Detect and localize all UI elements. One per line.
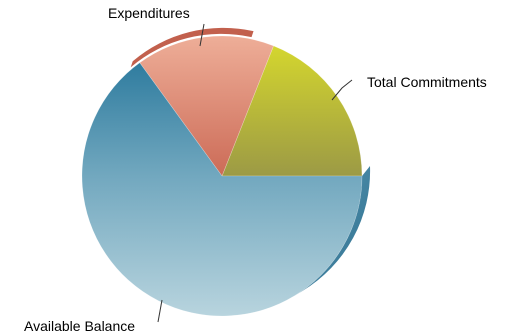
leader-line-expenditures	[199, 23, 205, 47]
slice-label-expenditures: Expenditures	[108, 5, 190, 21]
pie-slice-total-commitments	[221, 45, 363, 177]
leader-line-available-balance	[157, 299, 163, 323]
leader-line-total-commitments	[331, 79, 353, 101]
slice-label-available-balance: Available Balance	[24, 318, 135, 334]
pie-depth-edge	[292, 166, 371, 298]
pie-slice-expenditures	[139, 35, 274, 177]
pie-rim-edge	[130, 27, 254, 68]
slice-label-total-commitments: Total Commitments	[367, 74, 487, 90]
pie-slice-available-balance	[81, 62, 363, 317]
